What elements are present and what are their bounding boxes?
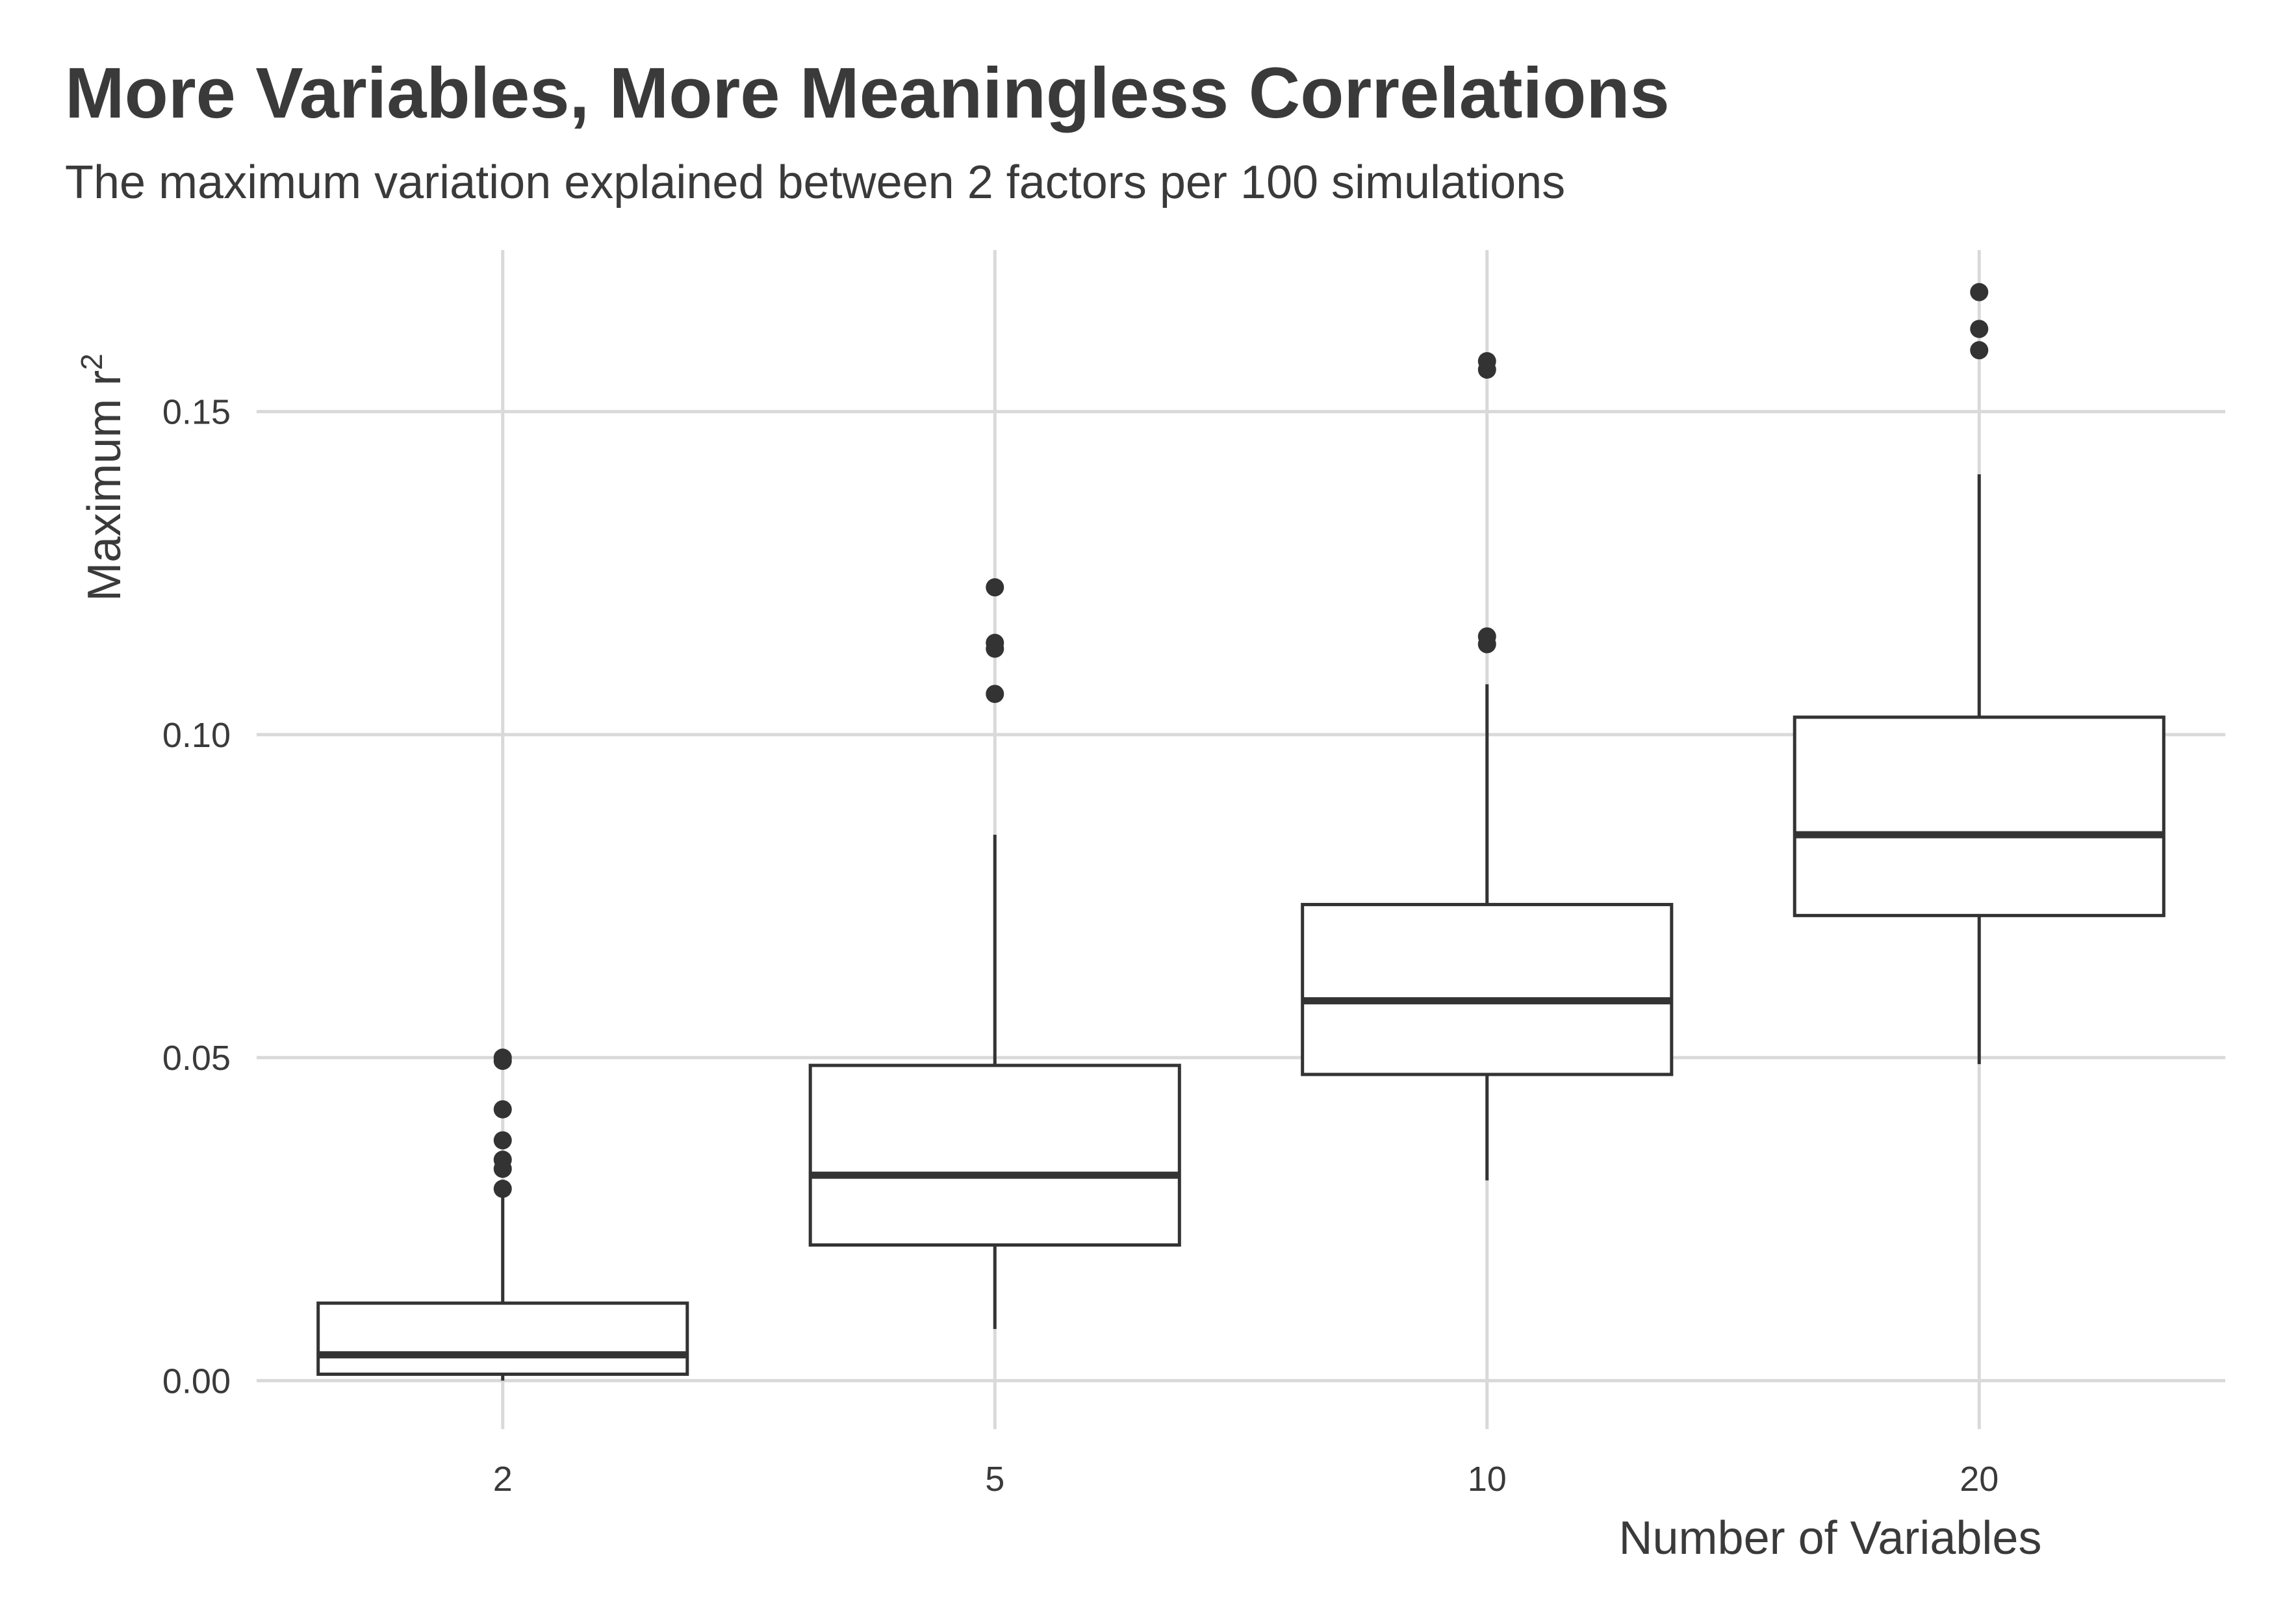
y-axis-ticks: 0.00 0.05 0.10 0.15 (162, 393, 231, 1401)
iqr-box (1793, 715, 2165, 917)
x-axis-ticks: 2 5 10 20 (493, 1460, 1999, 1499)
iqr-box (808, 1063, 1181, 1247)
outlier-point (493, 1048, 512, 1067)
y-axis-title-text: Maximum r (79, 370, 131, 602)
x-axis-title: Number of Variables (1619, 1512, 2042, 1564)
y-tick-label: 0.00 (162, 1362, 231, 1401)
y-axis-title-superscript: 2 (75, 353, 109, 370)
x-tick-label: 10 (1468, 1460, 1507, 1499)
outlier-point (1970, 320, 1989, 338)
outlier-point (1477, 627, 1496, 646)
x-tick-label: 2 (493, 1460, 513, 1499)
box-group (1301, 352, 1674, 1181)
x-tick-label: 5 (985, 1460, 1004, 1499)
chart-subtitle: The maximum variation explained between … (65, 157, 1566, 209)
outlier-point (986, 685, 1004, 704)
y-tick-label: 0.05 (162, 1039, 231, 1078)
outlier-point (493, 1150, 512, 1169)
box-group (316, 1048, 689, 1381)
chart-title: More Variables, More Meaningless Correla… (65, 53, 1670, 133)
iqr-box (316, 1301, 689, 1376)
y-tick-label: 0.15 (162, 393, 231, 432)
y-axis-title: Maximum r2 (75, 353, 131, 602)
outlier-point (1970, 341, 1989, 360)
x-tick-label: 20 (1960, 1460, 1999, 1499)
boxes (316, 283, 2165, 1381)
outlier-point (986, 578, 1004, 597)
outlier-point (986, 633, 1004, 652)
y-tick-label: 0.10 (162, 716, 231, 755)
iqr-box (1301, 902, 1674, 1076)
outlier-point (493, 1180, 512, 1199)
box-group (1793, 283, 2165, 1065)
outlier-point (1970, 283, 1989, 301)
outlier-point (493, 1131, 512, 1150)
outlier-point (1477, 352, 1496, 371)
box-group (808, 578, 1181, 1329)
outlier-point (493, 1100, 512, 1119)
